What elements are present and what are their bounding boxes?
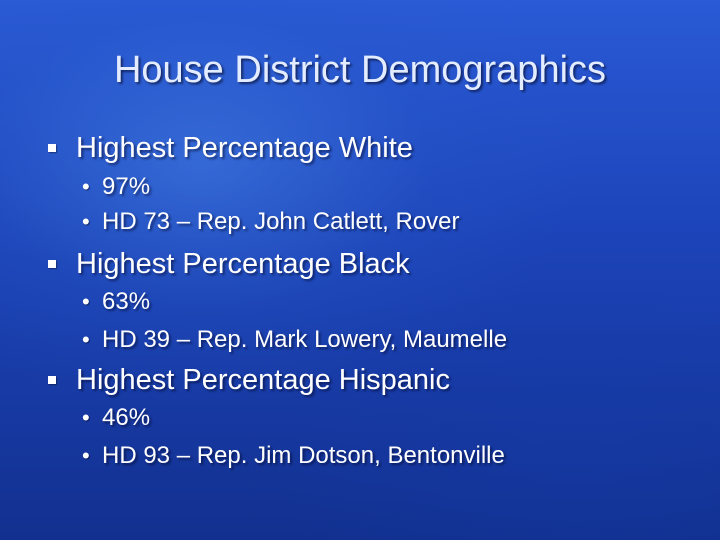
sub-bullet-text: 46%	[102, 404, 151, 431]
square-bullet-icon	[48, 144, 56, 152]
bullet-highest-white: Highest Percentage White	[48, 128, 413, 168]
bullet-heading: Highest Percentage White	[76, 132, 413, 164]
sub-bullet: • HD 73 – Rep. John Catlett, Rover	[82, 206, 460, 238]
bullet-highest-hispanic: Highest Percentage Hispanic	[48, 360, 450, 400]
sub-bullet-text: HD 39 – Rep. Mark Lowery, Maumelle	[102, 326, 508, 353]
dot-bullet-icon: •	[82, 405, 90, 430]
sub-bullet: • HD 39 – Rep. Mark Lowery, Maumelle	[82, 324, 507, 356]
dot-bullet-icon: •	[82, 289, 90, 314]
dot-bullet-icon: •	[82, 443, 90, 468]
dot-bullet-icon: •	[82, 209, 90, 234]
sub-bullet-text: 97%	[102, 173, 151, 200]
bullet-heading: Highest Percentage Black	[76, 248, 410, 280]
bullet-heading: Highest Percentage Hispanic	[76, 364, 450, 396]
dot-bullet-icon: •	[82, 327, 90, 352]
sub-bullet: • 63%	[82, 286, 150, 318]
dot-bullet-icon: •	[82, 174, 90, 199]
sub-bullet-text: 63%	[102, 288, 151, 315]
sub-bullet: • HD 93 – Rep. Jim Dotson, Bentonville	[82, 440, 505, 472]
slide-title: House District Demographics	[113, 49, 607, 91]
bullet-highest-black: Highest Percentage Black	[48, 244, 410, 284]
sub-bullet: • 46%	[82, 402, 150, 434]
square-bullet-icon	[48, 260, 56, 268]
sub-bullet: • 97%	[82, 171, 150, 203]
sub-bullet-text: HD 73 – Rep. John Catlett, Rover	[102, 208, 460, 235]
sub-bullet-text: HD 93 – Rep. Jim Dotson, Bentonville	[102, 442, 505, 469]
square-bullet-icon	[48, 376, 56, 384]
